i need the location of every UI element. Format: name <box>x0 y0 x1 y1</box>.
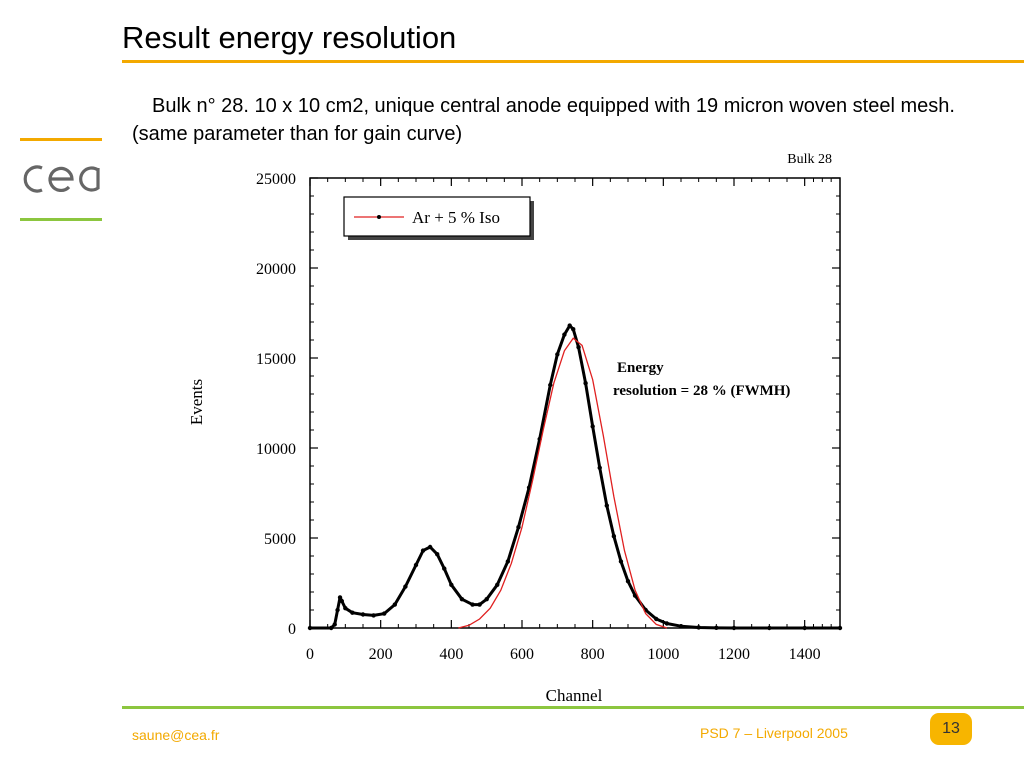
y-tick-label: 20000 <box>256 261 296 278</box>
data-point <box>590 424 595 429</box>
x-tick-label: 1400 <box>789 646 821 663</box>
data-point <box>337 595 343 600</box>
data-point <box>583 381 588 386</box>
data-point <box>449 582 454 587</box>
data-point <box>618 559 624 564</box>
y-tick-label: 25000 <box>256 171 296 188</box>
plot-border <box>309 177 841 629</box>
data-series-line <box>310 324 840 630</box>
page-number-badge: 13 <box>930 713 972 745</box>
data-point <box>442 566 447 571</box>
data-point <box>335 607 340 613</box>
data-point <box>767 625 772 631</box>
data-point <box>505 559 511 564</box>
y-tick-label: 5000 <box>264 531 296 548</box>
data-point <box>420 548 426 553</box>
data-point <box>307 625 313 631</box>
data-point <box>403 584 408 589</box>
data-point <box>571 327 576 332</box>
data-point <box>495 582 500 587</box>
legend-label: Ar + 5 % Iso <box>412 208 500 227</box>
data-point <box>567 323 572 328</box>
data-point <box>360 612 366 617</box>
cea-logo <box>20 138 102 222</box>
data-point <box>837 625 843 631</box>
x-tick-label: 600 <box>510 646 534 663</box>
slide-title: Result energy resolution <box>122 20 457 55</box>
footer-email: saune@cea.fr <box>132 727 220 743</box>
chart-legend: Ar + 5 % Iso <box>343 196 534 240</box>
x-tick-label: 1200 <box>718 646 750 663</box>
data-point <box>329 625 334 631</box>
data-point <box>516 525 521 530</box>
legend-marker <box>377 215 381 219</box>
data-point <box>664 621 670 626</box>
data-point <box>484 597 489 602</box>
data-point <box>576 345 581 350</box>
annotation-line-2: resolution = 28 % (FWMH) <box>613 383 790 399</box>
data-point <box>555 352 560 357</box>
y-tick-label: 0 <box>288 621 296 638</box>
y-axis-ticks: 0 5000 10000 15000 20000 25000 <box>256 171 840 638</box>
data-point <box>470 602 475 607</box>
x-tick-label: 0 <box>306 646 314 663</box>
data-point <box>678 624 684 629</box>
x-axis-ticks: 0 200 400 600 800 1000 1200 1400 <box>306 178 832 663</box>
x-tick-label: 400 <box>439 646 463 663</box>
chart-title: Bulk 28 <box>787 152 832 167</box>
annotation-line-1: Energy <box>617 360 664 376</box>
series-layer <box>307 323 843 631</box>
y-tick-label: 10000 <box>256 441 296 458</box>
data-point <box>548 382 553 388</box>
data-point <box>562 332 567 337</box>
data-point <box>597 465 602 470</box>
data-point <box>343 606 348 611</box>
x-tick-label: 800 <box>581 646 605 663</box>
footer-rule <box>122 706 1024 709</box>
data-point <box>427 544 433 550</box>
data-point <box>382 611 387 616</box>
title-underline <box>122 60 1024 63</box>
data-point <box>731 625 737 631</box>
data-point <box>625 579 631 584</box>
x-tick-label: 1000 <box>647 646 679 663</box>
data-point <box>604 503 609 508</box>
x-axis-label: Channel <box>546 686 603 705</box>
data-point <box>802 625 807 631</box>
data-point <box>332 622 337 627</box>
data-point <box>714 625 719 631</box>
y-tick-label: 15000 <box>256 351 296 368</box>
data-point <box>392 602 397 607</box>
logo-top-bar <box>20 138 102 141</box>
x-tick-label: 200 <box>369 646 393 663</box>
plot-frame <box>309 177 841 629</box>
data-point <box>339 598 344 604</box>
logo-bottom-bar <box>20 218 102 221</box>
data-point <box>654 616 659 622</box>
cea-logo-mark <box>23 165 100 193</box>
slide-description: Bulk n° 28. 10 x 10 cm2, unique central … <box>132 95 955 145</box>
footer-conference: PSD 7 – Liverpool 2005 <box>700 725 848 741</box>
data-point <box>459 597 465 602</box>
data-point <box>435 552 440 557</box>
data-point <box>632 593 638 598</box>
energy-spectrum-chart: Bulk 28 0 5000 10000 15000 20000 25000 0 200 40… <box>187 152 843 705</box>
data-point <box>350 610 355 615</box>
data-point <box>477 602 482 607</box>
data-point <box>413 562 419 568</box>
y-axis-label: Events <box>187 379 206 425</box>
data-point <box>696 625 701 630</box>
fit-curve-line <box>458 337 668 629</box>
data-point <box>371 613 376 618</box>
data-point <box>611 534 617 539</box>
